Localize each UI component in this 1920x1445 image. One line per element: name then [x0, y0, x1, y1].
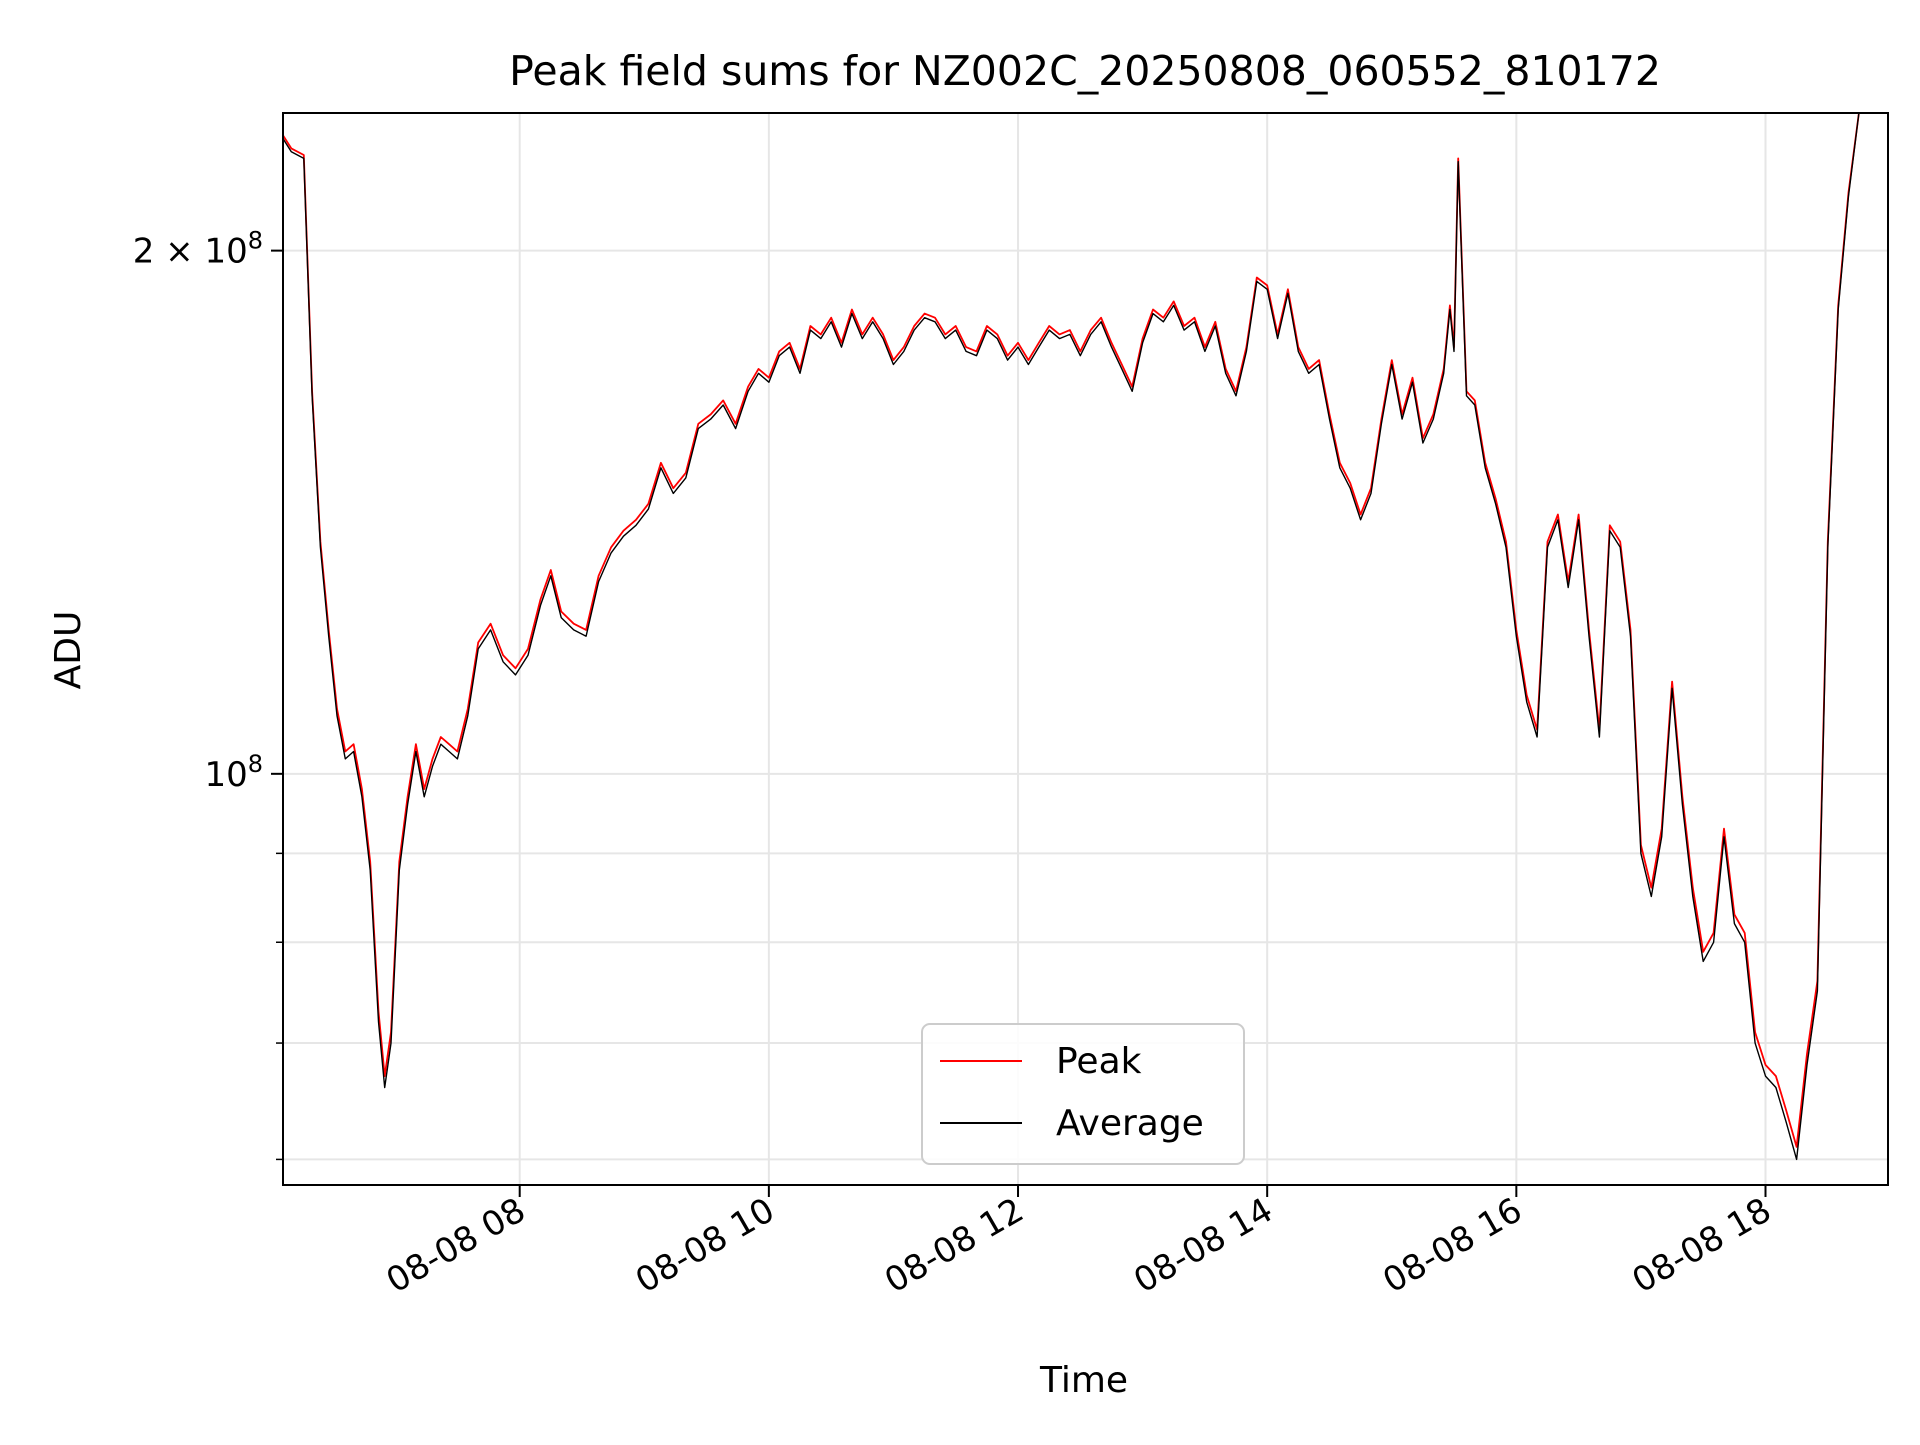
- y-tick-label: 2 × 108: [133, 227, 263, 272]
- y-tick-label-base: 10: [204, 755, 247, 795]
- chart-title: Peak field sums for NZ002C_20250808_0605…: [509, 47, 1661, 95]
- y-tick-label-base: 10: [204, 232, 247, 272]
- y-tick-label-exponent: 8: [248, 750, 263, 778]
- legend: Peak Average: [921, 1023, 1245, 1165]
- series-lines: [282, 112, 1860, 1161]
- y-tick-label-coef: 2 ×: [133, 232, 205, 272]
- legend-label-peak: Peak: [1056, 1041, 1142, 1082]
- y-tick-label-exponent: 8: [248, 227, 263, 255]
- legend-box: [921, 1023, 1245, 1165]
- y-tick-label: 108: [204, 750, 263, 795]
- axes-frame: [282, 112, 1889, 1186]
- x-axis-label: Time: [1039, 1360, 1128, 1401]
- y-axis-label: ADU: [48, 611, 89, 690]
- series-line-average: [282, 112, 1860, 1161]
- legend-label-average: Average: [1056, 1103, 1204, 1144]
